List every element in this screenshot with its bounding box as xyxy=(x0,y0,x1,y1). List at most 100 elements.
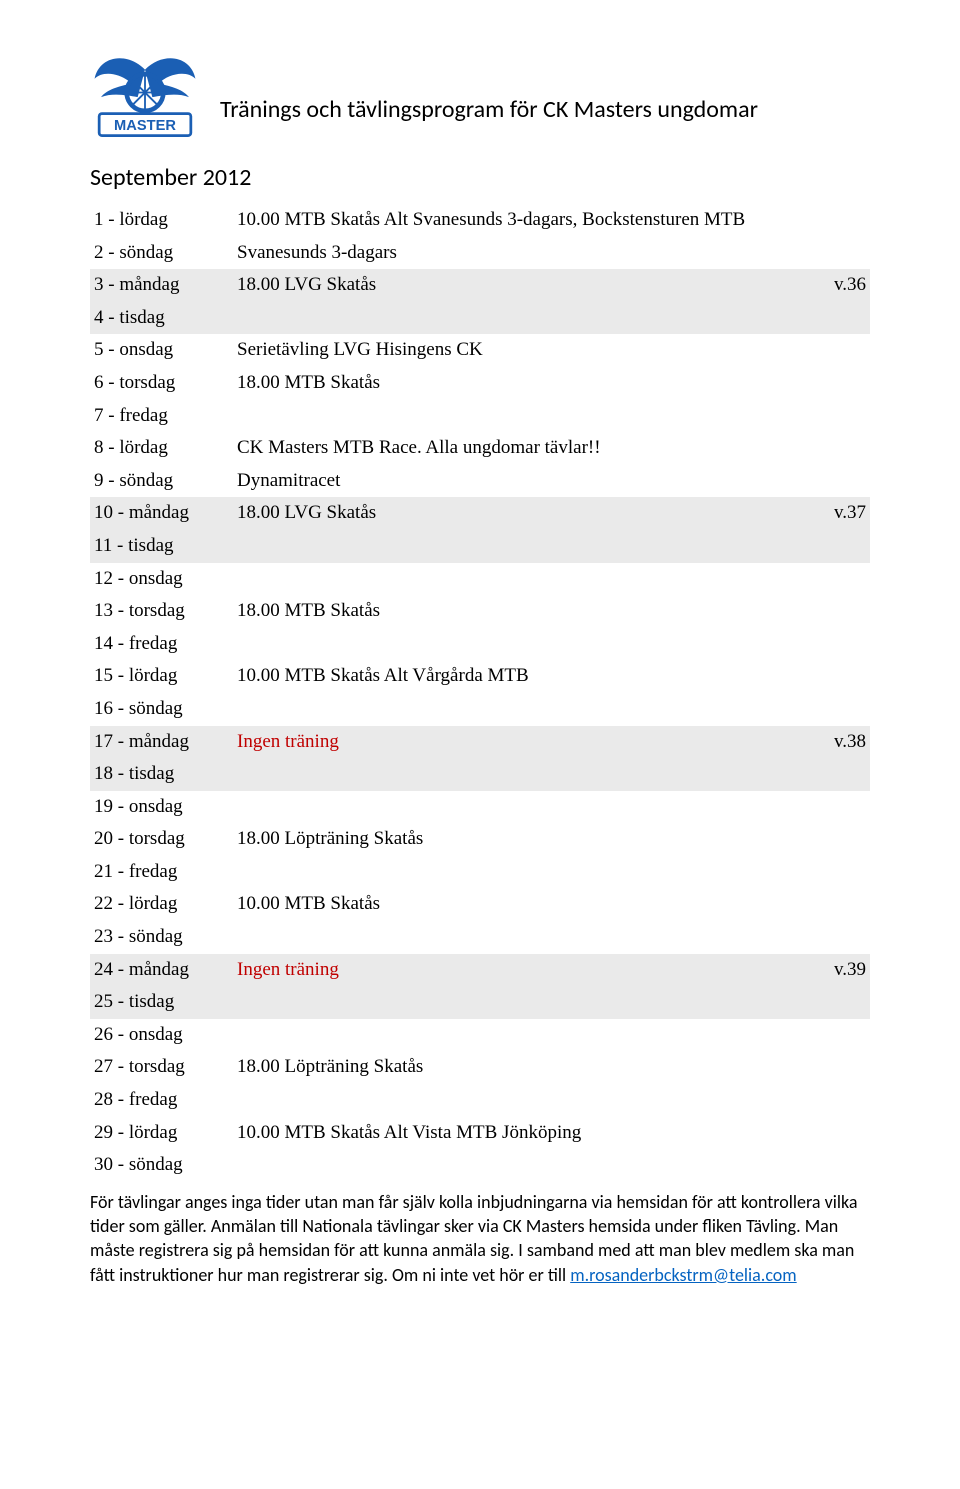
day-cell: 17 - måndag xyxy=(90,726,233,759)
table-row: 23 - söndag xyxy=(90,921,870,954)
activity-cell xyxy=(233,921,812,954)
week-cell xyxy=(812,563,870,596)
activity-cell: 18.00 Löpträning Skatås xyxy=(233,823,812,856)
week-cell xyxy=(812,204,870,237)
day-cell: 4 - tisdag xyxy=(90,302,233,335)
table-row: 13 - torsdag18.00 MTB Skatås xyxy=(90,595,870,628)
activity-cell: 10.00 MTB Skatås Alt Svanesunds 3-dagars… xyxy=(233,204,812,237)
week-cell xyxy=(812,302,870,335)
table-row: 25 - tisdag xyxy=(90,986,870,1019)
activity-cell: 18.00 MTB Skatås xyxy=(233,367,812,400)
day-cell: 21 - fredag xyxy=(90,856,233,889)
table-row: 8 - lördagCK Masters MTB Race. Alla ungd… xyxy=(90,432,870,465)
activity-cell: Serietävling LVG Hisingens CK xyxy=(233,334,812,367)
day-cell: 23 - söndag xyxy=(90,921,233,954)
table-row: 19 - onsdag xyxy=(90,791,870,824)
table-row: 5 - onsdagSerietävling LVG Hisingens CK xyxy=(90,334,870,367)
table-row: 26 - onsdag xyxy=(90,1019,870,1052)
week-cell: v.39 xyxy=(812,954,870,987)
week-cell xyxy=(812,986,870,1019)
week-cell xyxy=(812,823,870,856)
table-row: 24 - måndagIngen träningv.39 xyxy=(90,954,870,987)
week-cell xyxy=(812,334,870,367)
table-row: 27 - torsdag18.00 Löpträning Skatås xyxy=(90,1051,870,1084)
week-cell xyxy=(812,1051,870,1084)
header: MASTER Tränings och tävlingsprogram för … xyxy=(90,40,870,145)
day-cell: 27 - torsdag xyxy=(90,1051,233,1084)
schedule-table: 1 - lördag10.00 MTB Skatås Alt Svanesund… xyxy=(90,204,870,1182)
week-cell xyxy=(812,758,870,791)
day-cell: 8 - lördag xyxy=(90,432,233,465)
table-row: 30 - söndag xyxy=(90,1149,870,1182)
week-cell xyxy=(812,660,870,693)
activity-cell: 18.00 Löpträning Skatås xyxy=(233,1051,812,1084)
activity-cell xyxy=(233,1084,812,1117)
week-cell xyxy=(812,921,870,954)
table-row: 6 - torsdag18.00 MTB Skatås xyxy=(90,367,870,400)
day-cell: 26 - onsdag xyxy=(90,1019,233,1052)
day-cell: 20 - torsdag xyxy=(90,823,233,856)
week-cell xyxy=(812,432,870,465)
day-cell: 2 - söndag xyxy=(90,237,233,270)
week-cell xyxy=(812,595,870,628)
day-cell: 12 - onsdag xyxy=(90,563,233,596)
day-cell: 24 - måndag xyxy=(90,954,233,987)
activity-cell xyxy=(233,302,812,335)
activity-cell xyxy=(233,1019,812,1052)
week-cell: v.37 xyxy=(812,497,870,530)
day-cell: 11 - tisdag xyxy=(90,530,233,563)
table-row: 3 - måndag18.00 LVG Skatåsv.36 xyxy=(90,269,870,302)
activity-cell: 10.00 MTB Skatås xyxy=(233,888,812,921)
schedule-body: 1 - lördag10.00 MTB Skatås Alt Svanesund… xyxy=(90,204,870,1182)
activity-cell xyxy=(233,563,812,596)
week-cell xyxy=(812,237,870,270)
activity-cell xyxy=(233,400,812,433)
table-row: 28 - fredag xyxy=(90,1084,870,1117)
day-cell: 9 - söndag xyxy=(90,465,233,498)
table-row: 12 - onsdag xyxy=(90,563,870,596)
week-cell xyxy=(812,1084,870,1117)
activity-cell xyxy=(233,628,812,661)
week-cell xyxy=(812,400,870,433)
day-cell: 30 - söndag xyxy=(90,1149,233,1182)
day-cell: 28 - fredag xyxy=(90,1084,233,1117)
activity-cell xyxy=(233,758,812,791)
page-title: Tränings och tävlingsprogram för CK Mast… xyxy=(220,95,758,124)
week-cell xyxy=(812,791,870,824)
day-cell: 18 - tisdag xyxy=(90,758,233,791)
table-row: 22 - lördag10.00 MTB Skatås xyxy=(90,888,870,921)
table-row: 17 - måndagIngen träningv.38 xyxy=(90,726,870,759)
week-cell xyxy=(812,628,870,661)
day-cell: 15 - lördag xyxy=(90,660,233,693)
activity-cell xyxy=(233,1149,812,1182)
activity-cell: Ingen träning xyxy=(233,954,812,987)
day-cell: 22 - lördag xyxy=(90,888,233,921)
contact-email-link[interactable]: m.rosanderbckstrm@telia.com xyxy=(570,1264,796,1286)
day-cell: 6 - torsdag xyxy=(90,367,233,400)
table-row: 11 - tisdag xyxy=(90,530,870,563)
day-cell: 19 - onsdag xyxy=(90,791,233,824)
week-cell xyxy=(812,1117,870,1150)
table-row: 29 - lördag10.00 MTB Skatås Alt Vista MT… xyxy=(90,1117,870,1150)
week-cell xyxy=(812,1149,870,1182)
week-cell xyxy=(812,856,870,889)
footer-note: För tävlingar anges inga tider utan man … xyxy=(90,1190,870,1287)
activity-cell xyxy=(233,530,812,563)
day-cell: 14 - fredag xyxy=(90,628,233,661)
week-cell xyxy=(812,530,870,563)
table-row: 9 - söndagDynamitracet xyxy=(90,465,870,498)
activity-cell: 10.00 MTB Skatås Alt Vårgårda MTB xyxy=(233,660,812,693)
table-row: 7 - fredag xyxy=(90,400,870,433)
table-row: 15 - lördag10.00 MTB Skatås Alt Vårgårda… xyxy=(90,660,870,693)
day-cell: 7 - fredag xyxy=(90,400,233,433)
table-row: 2 - söndagSvanesunds 3-dagars xyxy=(90,237,870,270)
activity-cell xyxy=(233,856,812,889)
table-row: 1 - lördag10.00 MTB Skatås Alt Svanesund… xyxy=(90,204,870,237)
page: MASTER Tränings och tävlingsprogram för … xyxy=(0,0,960,1489)
day-cell: 1 - lördag xyxy=(90,204,233,237)
week-cell: v.36 xyxy=(812,269,870,302)
day-cell: 10 - måndag xyxy=(90,497,233,530)
activity-cell: Ingen träning xyxy=(233,726,812,759)
table-row: 20 - torsdag18.00 Löpträning Skatås xyxy=(90,823,870,856)
week-cell xyxy=(812,1019,870,1052)
